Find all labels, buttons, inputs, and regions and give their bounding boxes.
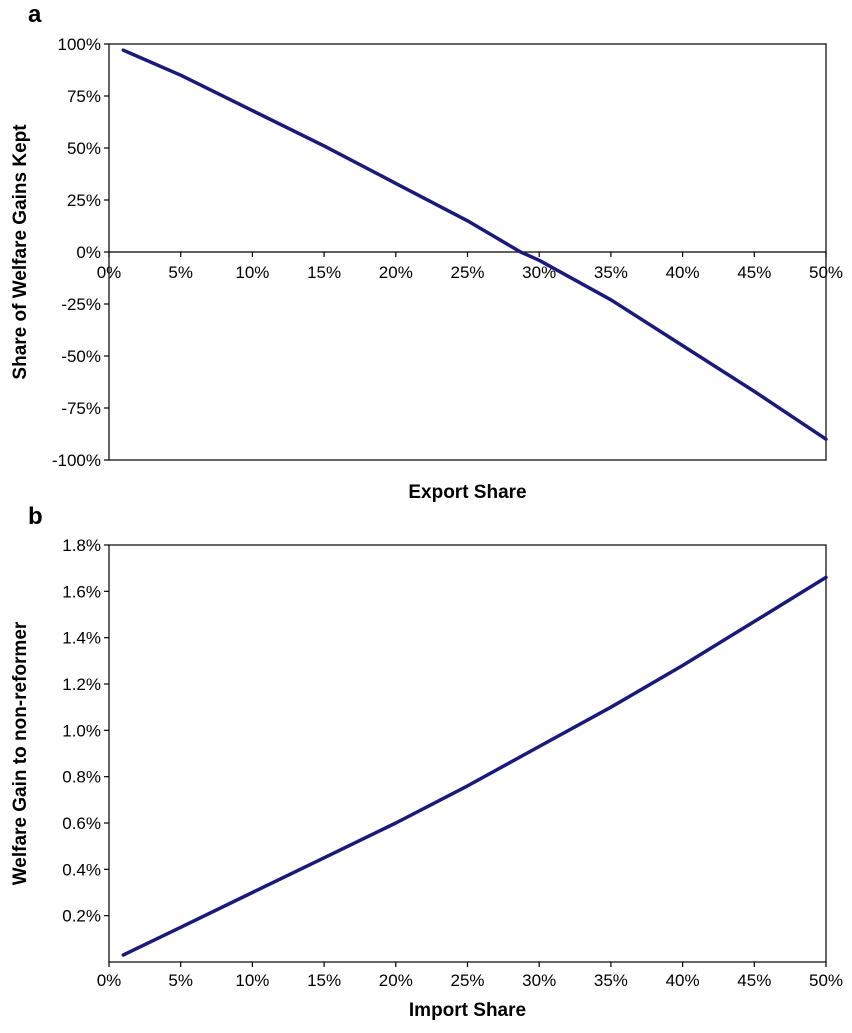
y-tick-label: 1.6% [62, 582, 101, 601]
x-axis-title: Import Share [409, 1000, 526, 1021]
x-tick-label: 45% [737, 971, 771, 990]
y-tick-label: 100% [58, 35, 101, 54]
chart-panel-a: 100% 75% 50% 25% 0% -25% -50% -75% -100% 0% 5% 10% 1… [10, 1, 843, 503]
y-tick-label: 0.6% [62, 814, 101, 833]
y-tick-label: -50% [61, 347, 101, 366]
x-tick-label: 25% [450, 263, 484, 282]
x-tick-label: 25% [450, 971, 484, 990]
y-tick-label: 1.8% [62, 536, 101, 555]
y-tick-label: 1.4% [62, 629, 101, 648]
panel-letter: b [28, 503, 43, 530]
x-tick-label: 40% [666, 971, 700, 990]
y-tick-label: 0.4% [62, 860, 101, 879]
y-tick-label: -100% [52, 451, 101, 470]
x-tick-label: 50% [809, 263, 843, 282]
x-tick-label: 5% [168, 971, 193, 990]
x-tick-label: 30% [522, 971, 556, 990]
series-line [121, 48, 828, 441]
x-tick-label: 0% [97, 263, 122, 282]
series-line [121, 575, 828, 957]
y-tick-label: 25% [67, 191, 101, 210]
y-tick-label: 50% [67, 139, 101, 158]
y-axis-title: Share of Welfare Gains Kept [10, 124, 31, 380]
x-tick-label: 35% [594, 263, 628, 282]
y-tick-label: 75% [67, 87, 101, 106]
chart-panel-b: 1.8% 1.6% 1.4% 1.2% 1.0% 0.8% 0.6% 0.4% 0.2% 0% 5%… [10, 503, 843, 1021]
x-tick-label: 15% [307, 263, 341, 282]
y-tick-label: 0.8% [62, 768, 101, 787]
y-axis-title: Welfare Gain to non-reformer [10, 621, 31, 885]
x-tick-label: 30% [522, 263, 556, 282]
x-tick-label: 0% [97, 971, 122, 990]
x-tick-label: 10% [235, 971, 269, 990]
y-tick-label: -25% [61, 295, 101, 314]
x-axis-title: Export Share [408, 482, 526, 503]
x-tick-label: 45% [737, 263, 771, 282]
x-tick-label: 5% [168, 263, 193, 282]
x-tick-label: 20% [379, 263, 413, 282]
y-tick-label: -75% [61, 399, 101, 418]
x-tick-label: 40% [666, 263, 700, 282]
x-tick-label: 10% [235, 263, 269, 282]
y-tick-label: 0% [76, 243, 101, 262]
plot-frame [108, 544, 827, 963]
x-tick-label: 15% [307, 971, 341, 990]
x-tick-label: 20% [379, 971, 413, 990]
y-tick-label: 1.0% [62, 721, 101, 740]
y-tick-label: 1.2% [62, 675, 101, 694]
panel-letter: a [28, 1, 42, 28]
x-tick-label: 50% [809, 971, 843, 990]
y-tick-label: 0.2% [62, 907, 101, 926]
x-tick-label: 35% [594, 971, 628, 990]
